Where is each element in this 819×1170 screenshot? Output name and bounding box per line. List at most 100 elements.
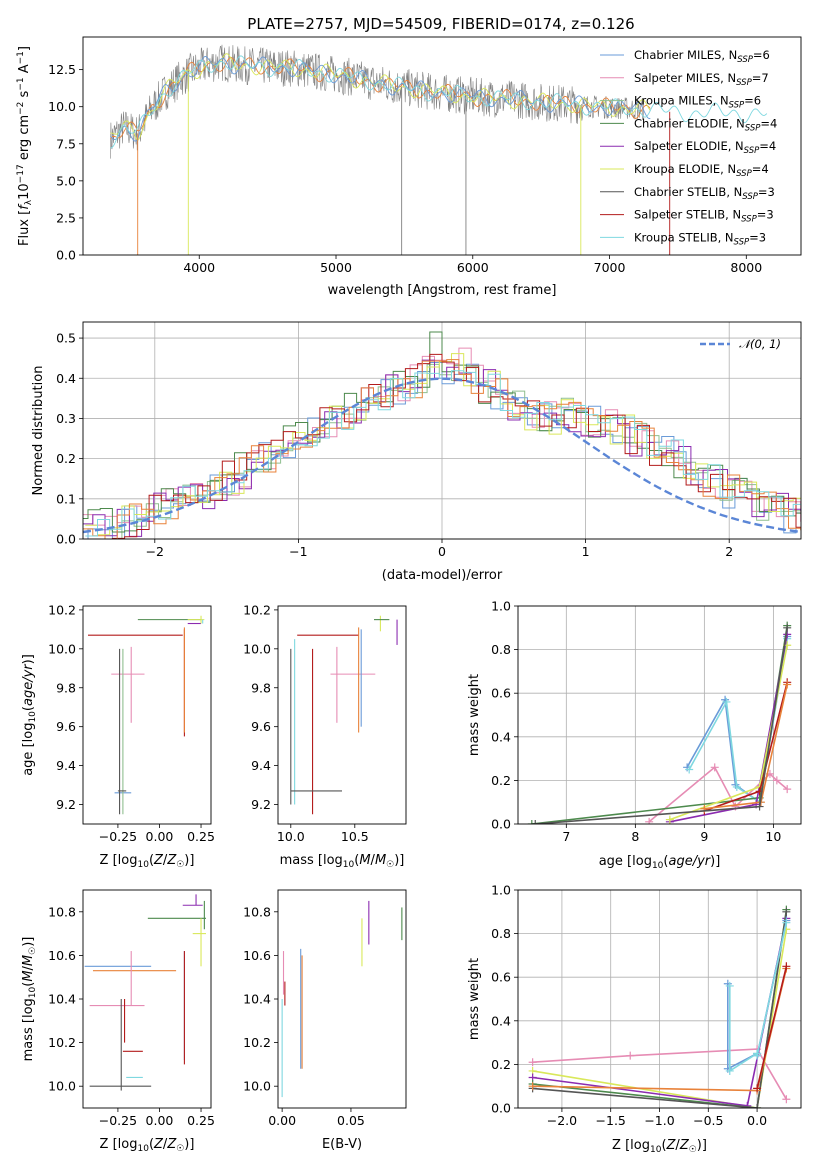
legend-subscript: SSP [741, 215, 757, 225]
mass-weight-marker [782, 918, 791, 927]
observed-spectrum-line [110, 44, 644, 159]
x-tick-label: 10 [765, 829, 781, 844]
y-tick-label: 0.3 [56, 411, 76, 426]
y-axis-label: Normed distribution [31, 366, 46, 496]
label-part: Z [166, 1137, 177, 1152]
x-axis-label: wavelength [Angstrom, rest frame] [328, 283, 557, 298]
mass-weight-line [532, 929, 788, 1108]
label-part: age [log [599, 854, 652, 869]
legend-subscript: SSP [736, 78, 752, 88]
x-tick-label: −2.0 [547, 1113, 577, 1128]
y-tick-label: 0.8 [491, 926, 511, 941]
label-part: 10 [137, 1144, 149, 1154]
label-part: M [21, 955, 36, 966]
legend-subscript: SSP [737, 55, 753, 65]
mass-weight-marker [782, 962, 791, 971]
label-part: mass [log [280, 853, 343, 868]
label-part: Z [153, 1137, 164, 1152]
legend-subscript: SSP [729, 101, 745, 111]
mass-weight-marker [782, 907, 791, 916]
y-tick-label: 9.2 [251, 797, 271, 812]
y-tick-label: 7.5 [56, 136, 76, 151]
x-tick-label: 5000 [320, 260, 352, 275]
label-part: age [log [21, 723, 36, 776]
axes-frame [517, 605, 802, 825]
label-part: A [17, 64, 32, 77]
y-tick-label: 9.2 [56, 797, 76, 812]
y-tick-label: 10.0 [48, 99, 76, 114]
label-part: 10 [28, 986, 38, 998]
model-spectrum-line [110, 56, 651, 142]
mass-weight-marker [753, 1051, 762, 1060]
plot-area [83, 331, 801, 539]
mass-vs-ebv-panel: 0.00 0.05 10.0 10.2 10.4 10.6 10.8 E(B-V) [243, 889, 407, 1152]
y-tick-label: 0.2 [491, 773, 511, 788]
label-part: / [675, 1138, 680, 1153]
label-part: M [21, 970, 36, 981]
label-part: / [371, 853, 376, 868]
label-part: −1 [16, 51, 26, 64]
label-part: −1 [16, 77, 26, 90]
label-part: 10 [343, 860, 355, 870]
mass-weight-marker [528, 1058, 537, 1067]
y-tick-label: 10.8 [243, 904, 271, 919]
label-part: 10 [28, 711, 38, 723]
mass-weight-marker [783, 623, 792, 632]
x-axis-label: E(B-V) [322, 1137, 362, 1152]
mass-weight-marker [725, 1066, 734, 1075]
mass-weight-line [728, 922, 788, 1073]
y-tick-label: 0.4 [491, 1013, 511, 1028]
residual-histogram-step [83, 359, 801, 537]
x-tick-label: 0.25 [187, 829, 215, 844]
axes-frame [277, 605, 407, 825]
label-part: )] [394, 853, 404, 868]
legend-count: =7 [752, 71, 769, 85]
axes-frame [82, 889, 212, 1109]
x-tick-label: −1 [289, 544, 307, 559]
y-tick-label: 0.1 [56, 491, 76, 506]
y-tick-label: 10.0 [48, 641, 76, 656]
legend-label: Kroupa ELODIE, N [634, 162, 736, 176]
x-tick-label: 2 [725, 544, 733, 559]
label-part: −17 [16, 164, 26, 183]
y-tick-label: 0.2 [491, 1057, 511, 1072]
label-part: )] [697, 1138, 707, 1153]
mass-weight-line [532, 1048, 788, 1100]
y-tick-label: 10.4 [243, 992, 271, 1007]
y-axis-label: mass weight [467, 958, 482, 1040]
x-tick-label: −2 [146, 544, 164, 559]
x-axis-label: mass [log10(M/M☉)] [280, 853, 405, 870]
axes-frame [82, 321, 802, 540]
legend-label: Chabrier MILES, N [634, 48, 737, 62]
y-tick-label: 12.5 [48, 62, 76, 77]
label-part: Z [log [612, 1138, 650, 1153]
label-part: mass [log [21, 998, 36, 1061]
mass-weight-marker [665, 815, 674, 824]
axes-frame [82, 36, 802, 256]
y-tick-label: 0.8 [491, 642, 511, 657]
y-axis-label: mass [log10(M/M☉)] [21, 937, 38, 1062]
y-tick-label: 1.0 [491, 883, 511, 898]
mass-weight-marker [743, 1101, 752, 1108]
legend-count: =4 [760, 116, 777, 130]
spectrum-panel: 4000 5000 6000 7000 8000 0.0 2.5 5.0 7.5 10.0 12.5… [16, 36, 802, 298]
label-part: ( [149, 853, 154, 868]
label-part: Z [153, 853, 164, 868]
residual-histogram-step [83, 359, 801, 539]
label-part: M [359, 853, 370, 868]
legend-label: Salpeter ELODIE, N [634, 139, 744, 153]
x-tick-label: −0.25 [99, 829, 137, 844]
label-part: ( [21, 706, 36, 711]
x-tick-label: 0.05 [337, 1113, 365, 1128]
mass-weight-marker [528, 1082, 537, 1091]
axes-frame [517, 889, 802, 1109]
x-tick-label: 0.00 [268, 1113, 296, 1128]
legend-count: =6 [753, 48, 770, 62]
legend-subscript: SSP [734, 237, 750, 247]
y-tick-label: 0.0 [491, 817, 511, 832]
x-axis-label: age [log10(age/yr)] [599, 854, 721, 871]
label-part: / [163, 1137, 168, 1152]
legend-entry: Chabrier STELIB, NSSP=3 [634, 185, 775, 202]
legend-entry: Salpeter ELODIE, NSSP=4 [634, 139, 776, 156]
x-tick-label: 0.00 [146, 829, 174, 844]
